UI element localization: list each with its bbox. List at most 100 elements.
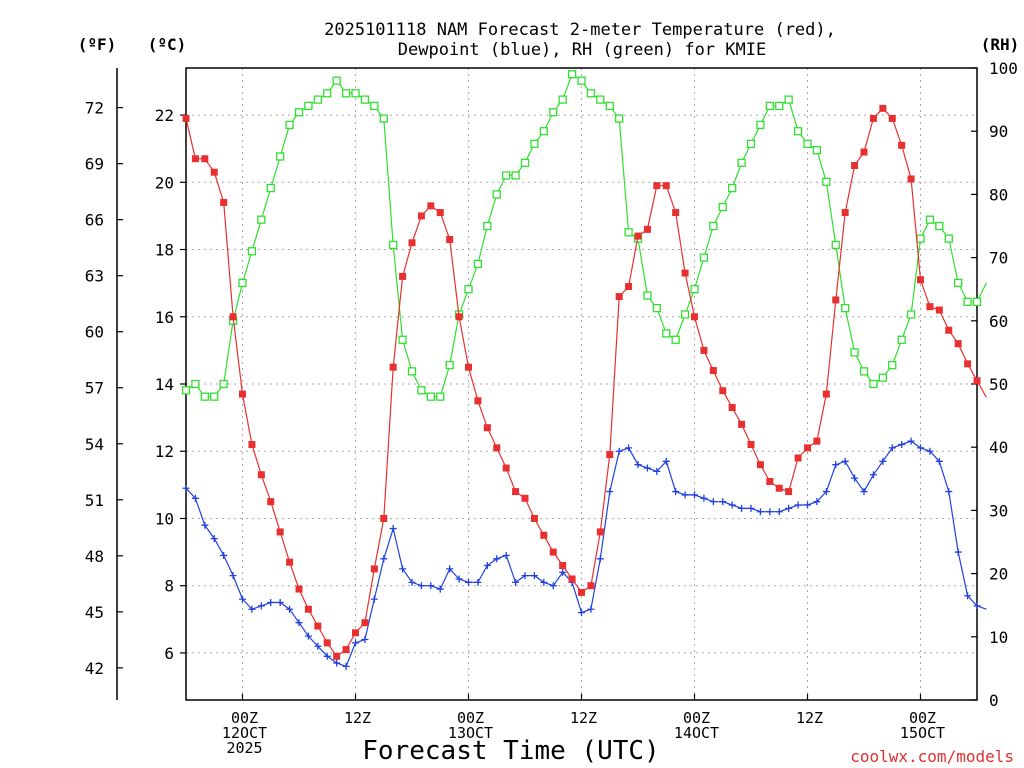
data-point	[464, 285, 473, 294]
data-point	[352, 639, 359, 647]
data-point	[502, 171, 511, 180]
data-point	[361, 619, 369, 627]
data-point	[502, 551, 510, 559]
data-point	[756, 120, 765, 130]
data-point	[869, 114, 877, 122]
fahrenheit-axis: 42 45 48 51 54 57 60 63 66 69 72	[85, 99, 123, 678]
celsius-tick-label: 12	[155, 442, 174, 461]
data-point	[379, 114, 388, 123]
data-point	[624, 228, 633, 237]
fahrenheit-tick-label: 45	[85, 603, 104, 622]
time-tick-label: 12Z	[344, 709, 371, 727]
data-point	[465, 363, 472, 371]
data-point	[267, 498, 275, 506]
data-point	[530, 514, 538, 522]
fahrenheit-tick-label: 57	[85, 379, 104, 398]
data-point	[512, 578, 520, 586]
data-point	[426, 392, 435, 401]
data-point	[653, 467, 661, 475]
data-point	[200, 392, 209, 401]
data-point	[973, 377, 981, 385]
data-point	[747, 504, 755, 512]
data-point	[304, 101, 313, 111]
chart-title-line-2: Dewpoint (blue), RH (green) for KMIE	[398, 40, 766, 60]
data-point	[323, 639, 331, 647]
data-point	[785, 504, 793, 512]
data-point	[888, 114, 896, 122]
fahrenheit-tick-label: 48	[85, 547, 104, 566]
fahrenheit-tick-label: 51	[85, 491, 104, 510]
data-point	[954, 548, 962, 556]
data-point	[793, 127, 803, 136]
data-point	[615, 447, 623, 455]
data-point	[446, 235, 454, 243]
data-point	[285, 120, 294, 130]
data-point	[728, 501, 736, 509]
series-line	[185, 73, 987, 398]
data-point	[408, 239, 416, 247]
data-point	[201, 521, 209, 529]
data-point	[972, 297, 982, 306]
celsius-tick-label: 6	[164, 644, 174, 663]
data-point	[436, 209, 444, 217]
data-point	[869, 471, 877, 479]
data-point	[549, 582, 557, 590]
data-point	[851, 474, 859, 482]
data-point	[963, 297, 972, 306]
x-axis-label: Forecast Time (UTC)	[362, 736, 659, 766]
rh-tick-label: 0	[989, 691, 999, 710]
data-point	[370, 565, 378, 573]
data-point	[822, 177, 831, 186]
data-point	[803, 139, 812, 148]
data-point	[210, 392, 219, 401]
data-point	[276, 528, 284, 536]
time-tick-label: 00Z	[683, 709, 710, 727]
data-point	[370, 595, 378, 603]
data-point	[700, 346, 708, 354]
data-point	[380, 555, 388, 563]
data-point	[181, 386, 191, 395]
data-point	[314, 642, 322, 650]
data-point	[455, 313, 463, 321]
data-point	[606, 488, 614, 496]
data-point	[935, 306, 943, 314]
data-point	[738, 504, 746, 512]
data-point	[634, 232, 642, 240]
fahrenheit-unit-label: (ºF)	[78, 35, 117, 54]
data-point	[220, 198, 228, 206]
data-point	[304, 632, 312, 640]
data-point	[474, 397, 482, 405]
fahrenheit-tick-label: 54	[85, 435, 104, 454]
rh-tick-label: 90	[989, 122, 1008, 141]
data-point	[652, 304, 661, 313]
data-point	[238, 278, 247, 288]
data-point	[360, 95, 370, 104]
data-point	[625, 444, 633, 452]
data-point	[219, 379, 228, 389]
time-tick-label: 13OCT	[448, 724, 493, 742]
data-point	[342, 646, 350, 654]
data-point	[417, 212, 425, 220]
data-point	[445, 360, 454, 370]
data-point	[530, 572, 538, 580]
data-point	[182, 114, 190, 122]
data-point	[596, 95, 605, 104]
data-point	[596, 555, 604, 563]
celsius-tick-label: 14	[155, 375, 174, 394]
data-point	[879, 104, 887, 112]
data-point	[964, 592, 972, 600]
rh-tick-label: 50	[989, 375, 1008, 394]
data-point	[502, 464, 510, 472]
fahrenheit-tick-label: 72	[85, 99, 104, 118]
data-point	[398, 335, 407, 344]
celsius-tick-label: 16	[155, 308, 174, 327]
data-point	[831, 240, 840, 250]
data-point	[841, 457, 849, 465]
data-point	[389, 363, 397, 371]
data-point	[578, 609, 585, 617]
gridlines	[186, 68, 977, 700]
rh-tick-label: 30	[989, 501, 1008, 520]
data-point	[586, 89, 596, 98]
